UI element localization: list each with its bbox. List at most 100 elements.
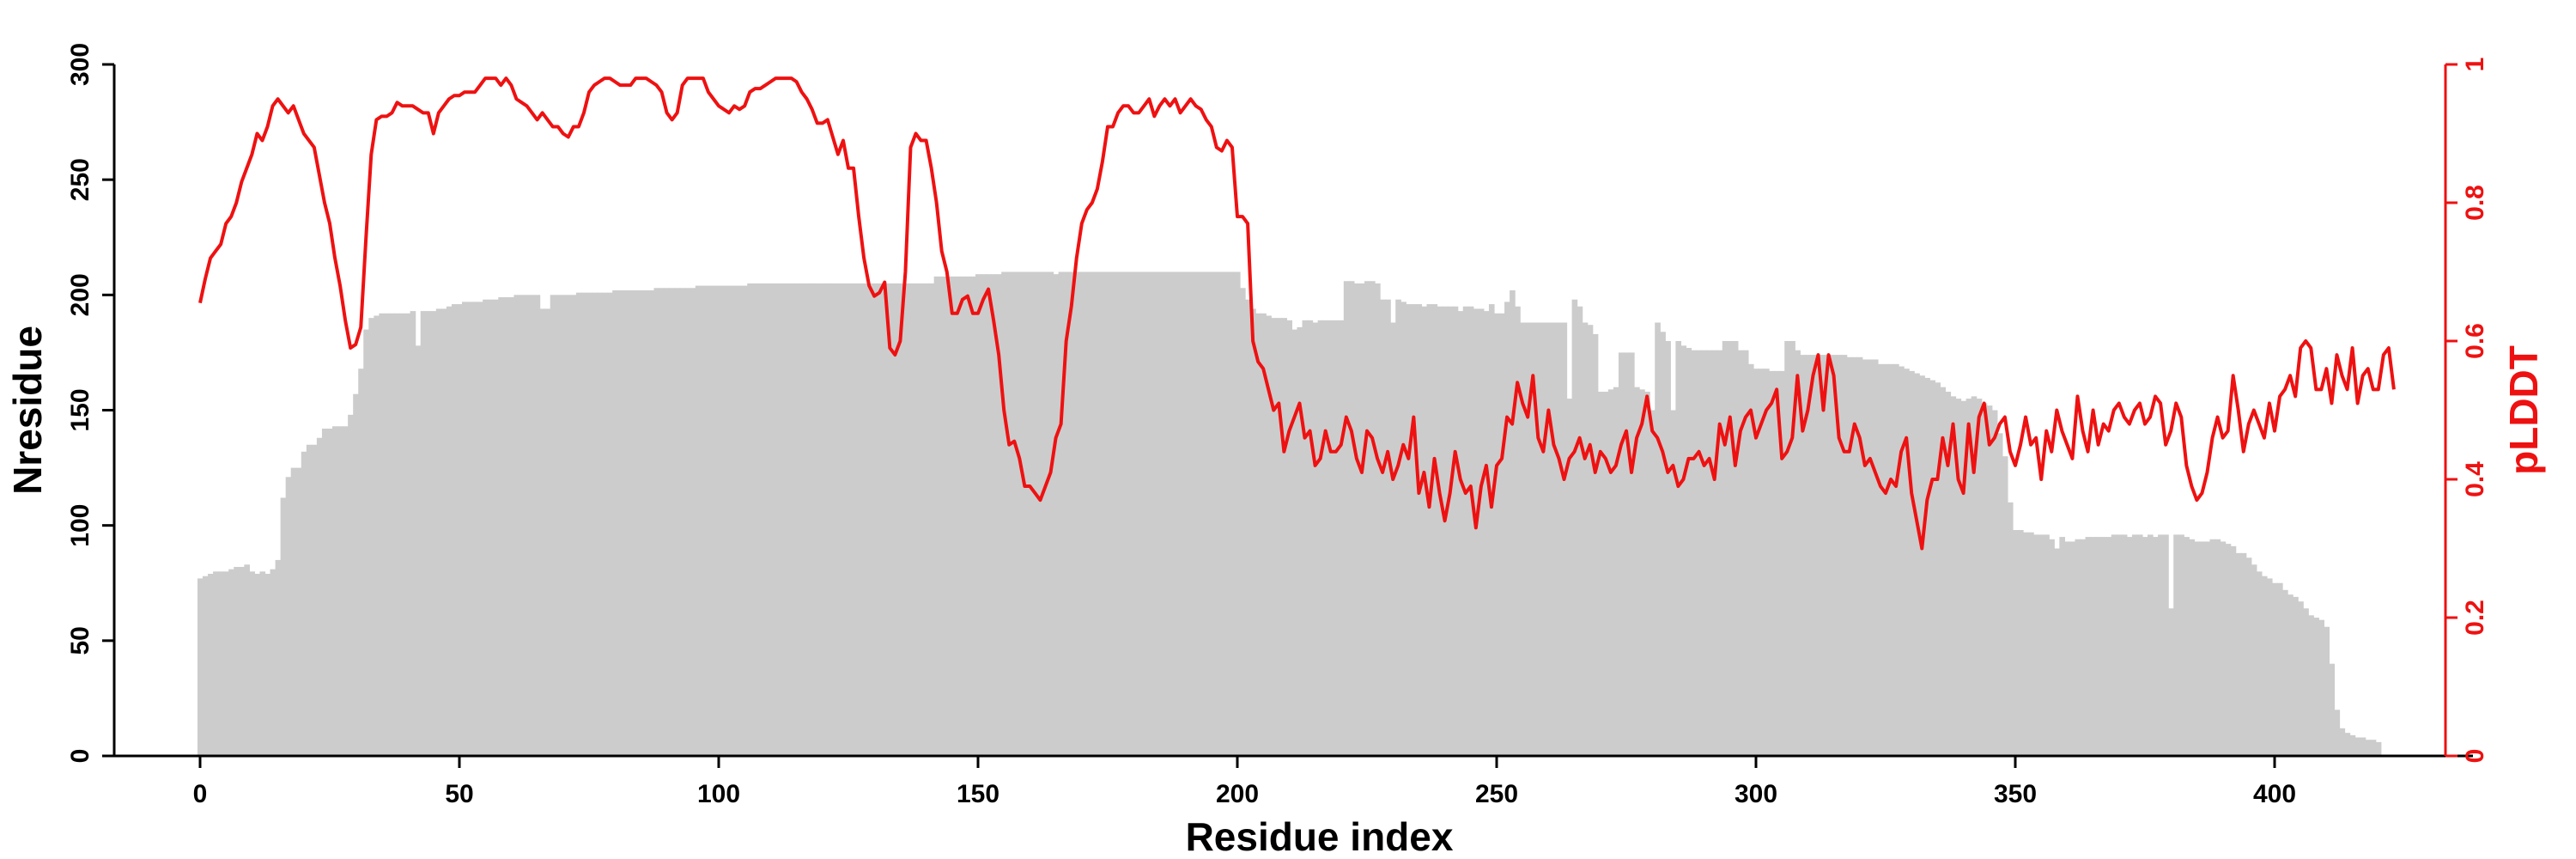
bar: [1846, 356, 1853, 756]
bar: [819, 283, 826, 756]
bar: [1592, 333, 1599, 756]
bar: [1546, 322, 1552, 756]
bar: [2116, 534, 2123, 756]
bar: [2168, 608, 2174, 756]
bar: [975, 274, 981, 756]
bar: [1431, 304, 1438, 756]
bar: [1882, 363, 1889, 756]
bar: [280, 497, 287, 756]
bar: [1099, 271, 1106, 756]
bar: [1447, 306, 1454, 756]
bar: [404, 313, 411, 756]
bar: [602, 292, 608, 756]
bar: [1960, 400, 1967, 756]
bar: [301, 451, 307, 756]
bar: [908, 283, 914, 756]
bar: [1234, 271, 1241, 756]
bar: [1566, 399, 1573, 756]
bar: [628, 289, 634, 757]
bar: [1618, 352, 1625, 756]
bar: [1525, 322, 1531, 756]
bar: [254, 574, 261, 756]
bar: [2271, 582, 2278, 756]
bar: [2111, 534, 2117, 756]
bar: [560, 295, 567, 757]
bar: [2136, 534, 2143, 756]
bar: [1478, 308, 1485, 756]
bar: [1515, 306, 1521, 756]
bar: [1742, 350, 1749, 756]
bar: [503, 297, 509, 756]
bar: [2173, 534, 2179, 756]
bar: [1851, 356, 1858, 756]
bar: [1535, 322, 1541, 756]
bar: [244, 564, 250, 756]
bar: [321, 428, 328, 756]
bar: [1540, 322, 1546, 756]
bar: [1442, 306, 1449, 756]
bar: [1312, 322, 1319, 756]
bar: [415, 345, 422, 756]
bar: [1063, 271, 1070, 756]
bar: [477, 302, 483, 756]
bar: [1271, 318, 1277, 756]
bar: [1924, 377, 1930, 756]
bar: [2220, 541, 2227, 756]
bar: [1462, 306, 1469, 756]
bar: [348, 414, 354, 756]
bar: [1126, 271, 1132, 756]
bar: [1945, 392, 1952, 756]
bar: [358, 369, 364, 756]
bar: [2360, 737, 2366, 756]
bar: [332, 426, 338, 756]
bar: [1655, 322, 1661, 756]
bar: [1411, 304, 1417, 756]
bar: [2080, 539, 2087, 756]
bar: [954, 276, 961, 756]
bar: [1406, 304, 1412, 756]
bar: [783, 283, 790, 756]
bar: [311, 444, 318, 756]
bar: [1732, 341, 1739, 756]
bar: [1955, 399, 1962, 756]
bar: [1510, 289, 1516, 757]
bar: [877, 283, 883, 756]
bar: [430, 311, 437, 756]
bar: [1058, 271, 1065, 756]
bar: [648, 289, 655, 757]
bar: [1177, 271, 1184, 756]
bar: [944, 276, 951, 756]
bar: [1017, 271, 1023, 756]
bar: [1421, 306, 1428, 756]
bar: [2033, 534, 2039, 756]
bar: [2189, 539, 2195, 756]
x-tick-label: 250: [1475, 780, 1518, 808]
bar: [2313, 618, 2319, 756]
bar: [778, 283, 785, 756]
bar: [1012, 271, 1018, 756]
bar: [1353, 283, 1360, 756]
bar: [969, 276, 976, 756]
bar: [1747, 363, 1754, 756]
bar: [2375, 741, 2382, 756]
bar: [2126, 537, 2133, 756]
bar: [539, 308, 546, 756]
y2-tick-label: 1: [2461, 58, 2489, 72]
bar: [669, 288, 676, 756]
y-axis-left-title: Nresidue: [5, 326, 50, 495]
bar: [2038, 534, 2044, 756]
bar: [2303, 608, 2309, 756]
bar: [1836, 355, 1843, 756]
bar: [524, 295, 531, 757]
bar: [959, 276, 966, 756]
bar: [1094, 271, 1101, 756]
bar: [1877, 363, 1884, 756]
bar: [1297, 326, 1303, 756]
bar: [690, 288, 696, 756]
bar: [939, 276, 945, 756]
bar: [1795, 350, 1801, 756]
bar: [1467, 306, 1474, 756]
bar: [674, 288, 681, 756]
bar: [1862, 359, 1868, 756]
bar: [2007, 502, 2014, 756]
